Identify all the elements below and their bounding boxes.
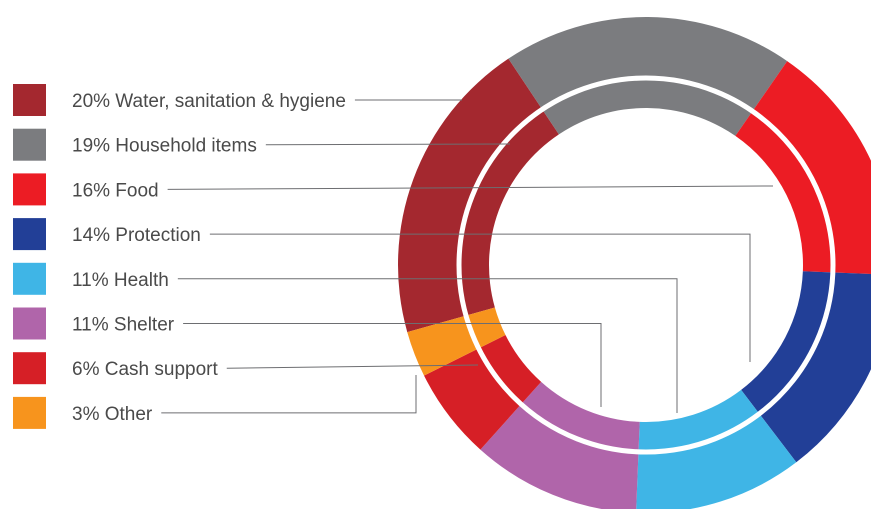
- leader-line: [183, 323, 602, 407]
- slice-health: [636, 389, 797, 509]
- legend-label: 11% Health: [72, 270, 169, 291]
- legend-swatch: [13, 84, 46, 116]
- slice-protection: [741, 271, 871, 463]
- legend-label: 20% Water, sanitation & hygiene: [72, 91, 346, 112]
- legend-swatch: [13, 352, 46, 385]
- legend-swatch: [13, 396, 46, 429]
- leader-line: [209, 233, 751, 362]
- legend-swatch: [13, 218, 46, 251]
- leader-line: [265, 143, 511, 146]
- slice-cash-support: [424, 335, 542, 450]
- legend-label: 16% Food: [72, 180, 159, 201]
- leader-line: [226, 364, 479, 369]
- leader-line: [167, 185, 774, 190]
- legend-label: 6% Cash support: [72, 359, 218, 380]
- legend: 20% Water, sanitation & hygiene 19% House…: [13, 84, 346, 429]
- slice-shelter: [480, 381, 640, 509]
- legend-swatch: [13, 128, 46, 161]
- legend-label: 14% Protection: [72, 225, 201, 246]
- legend-swatch: [13, 307, 46, 340]
- legend-swatch: [13, 173, 46, 206]
- legend-swatch: [13, 262, 46, 295]
- leader-lines: [161, 99, 774, 414]
- legend-label: 11% Shelter: [72, 315, 175, 336]
- leader-line: [161, 375, 417, 414]
- leader-line: [177, 278, 678, 413]
- slice-other: [407, 307, 506, 376]
- legend-label: 19% Household items: [72, 136, 257, 157]
- legend-label: 3% Other: [72, 404, 153, 425]
- donut-slices: [398, 17, 871, 509]
- inner-separator-ring: [456, 75, 836, 455]
